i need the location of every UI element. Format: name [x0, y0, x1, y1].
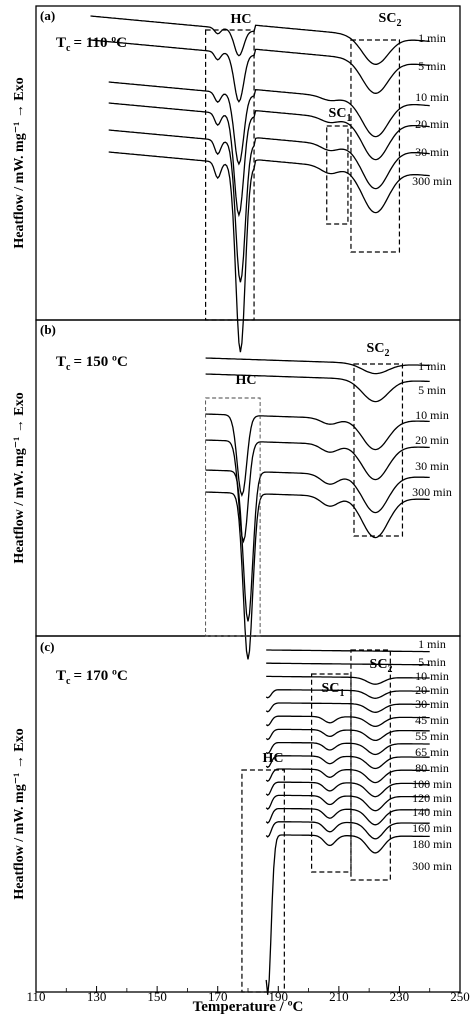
x-tick-label: 190: [269, 989, 289, 1004]
series-line: [266, 675, 430, 685]
panel-b: 1 min 5 min 10 min 20 min 30 min 300 min: [205, 357, 452, 660]
x-tick-label: 230: [390, 989, 410, 1004]
series-label: 180 min: [412, 837, 452, 851]
panel-frame-c: [35, 635, 461, 993]
region-box-sc1: [326, 125, 349, 225]
series-label: 10 min: [415, 90, 449, 104]
region-box-sc2: [353, 363, 404, 537]
series-label: 300 min: [412, 859, 452, 873]
y-axis-label: Heatflow / mW. mg⁻¹ → Exo: [12, 392, 27, 563]
series-line: [108, 102, 430, 218]
region-label: SC1: [329, 106, 352, 124]
series-label: 5 min: [418, 59, 446, 73]
region-label: SC2: [367, 341, 390, 359]
series-line: [266, 662, 430, 666]
series-line: [205, 491, 430, 660]
y-axis-label: Heatflow / mW. mg⁻¹ → Exo: [12, 728, 27, 899]
series-line: [108, 129, 430, 283]
panel-a: 1 min 5 min 10 min 20 min 30 min 300 min: [90, 15, 452, 353]
region-label: SC1: [322, 681, 345, 699]
series-line: [265, 768, 430, 784]
series-line: [265, 755, 430, 770]
series-label: 65 min: [415, 745, 449, 759]
series-label: 20 min: [415, 433, 449, 447]
region-label: HC: [236, 373, 257, 388]
tc-label: Tc = 170 ºC: [56, 668, 128, 687]
series-label: 30 min: [415, 459, 449, 473]
series-label: 20 min: [415, 117, 449, 131]
series-label: 80 min: [415, 761, 449, 775]
series-label: 5 min: [418, 383, 446, 397]
series-line: [265, 794, 430, 812]
tc-label: Tc = 110 ºC: [56, 35, 127, 54]
series-line: [205, 413, 430, 498]
x-axis-label: Temperature / ºC: [193, 999, 304, 1014]
region-label: SC2: [370, 657, 393, 675]
series-label: 1 min: [418, 637, 446, 651]
series-label: 55 min: [415, 729, 449, 743]
x-tick-label: 110: [26, 989, 45, 1004]
series-line: [265, 834, 430, 995]
series-label: 10 min: [415, 408, 449, 422]
x-tick-label: 170: [208, 989, 228, 1004]
region-box-sc2: [350, 649, 391, 881]
series-label: 160 min: [412, 821, 452, 835]
series-label: 30 min: [415, 697, 449, 711]
series-label: 100 min: [412, 777, 452, 791]
series-label: 120 min: [412, 791, 452, 805]
region-box-hc: [205, 29, 255, 321]
series-label: 20 min: [415, 683, 449, 697]
series-line: [265, 689, 430, 699]
panel-frame-a: [35, 5, 461, 321]
series-line: [265, 741, 430, 756]
region-box-hc: [205, 397, 261, 637]
series-label: 30 min: [415, 145, 449, 159]
series-line: [108, 81, 430, 166]
series-label: 5 min: [418, 655, 446, 669]
panel-label-b: (b): [40, 322, 56, 337]
panel-label-a: (a): [40, 8, 55, 23]
series-label: 140 min: [412, 805, 452, 819]
series-line: [205, 469, 430, 622]
series-label: 1 min: [418, 359, 446, 373]
region-box-sc2: [350, 39, 401, 253]
series-label: 300 min: [412, 174, 452, 188]
series-line: [265, 821, 430, 840]
x-tick-label: 250: [450, 989, 470, 1004]
y-axis-label: Heatflow / mW. mg⁻¹ → Exo: [12, 77, 27, 248]
series-line: [108, 151, 430, 353]
series-line: [205, 373, 430, 403]
series-line: [265, 702, 430, 713]
series-line: [205, 357, 430, 375]
region-box-sc1: [311, 673, 352, 873]
x-tick-label: 210: [329, 989, 349, 1004]
series-line: [265, 728, 430, 742]
region-box-hc: [241, 769, 285, 993]
region-label: SC2: [379, 11, 402, 29]
series-line: [265, 781, 430, 798]
series-line: [90, 15, 430, 65]
x-tick-label: 130: [87, 989, 107, 1004]
series-label: 45 min: [415, 713, 449, 727]
series-label: 10 min: [415, 669, 449, 683]
series-line: [90, 39, 430, 103]
tc-label: Tc = 150 ºC: [56, 354, 128, 373]
series-line: [266, 649, 430, 653]
series-label: 300 min: [412, 485, 452, 499]
region-label: HC: [263, 751, 284, 766]
series-line: [265, 807, 430, 826]
panel-label-c: (c): [40, 639, 54, 654]
series-label: 1 min: [418, 31, 446, 45]
series-line: [205, 439, 430, 544]
series-line: [265, 715, 430, 728]
region-label: HC: [231, 12, 252, 27]
x-tick-label: 150: [147, 989, 167, 1004]
